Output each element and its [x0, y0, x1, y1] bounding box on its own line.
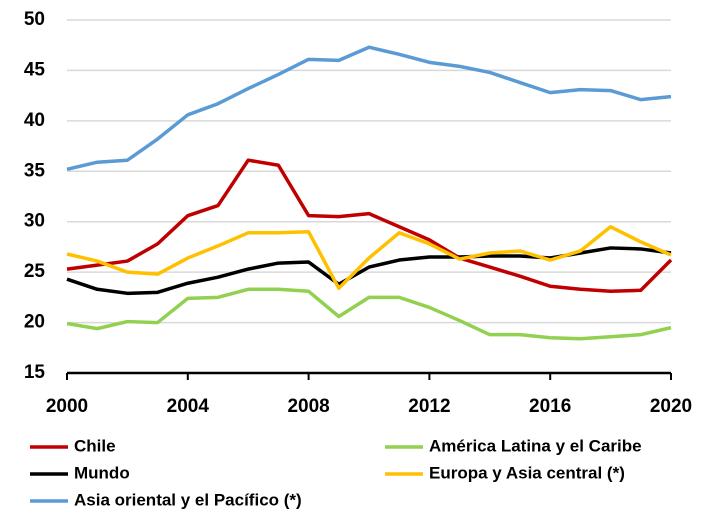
y-tick-label: 15: [24, 362, 46, 383]
series-line: [66, 287, 672, 341]
series-line: [66, 246, 672, 296]
series-line: [66, 158, 673, 294]
x-tick-label: 2004: [167, 396, 210, 417]
x-tick-label: 2020: [650, 396, 692, 417]
series-line: [66, 225, 672, 291]
y-tick-label: 20: [24, 312, 45, 333]
legend-label: Chile: [74, 436, 116, 455]
x-tick-label: 2016: [529, 396, 571, 417]
y-tick-label: 35: [24, 160, 46, 181]
legend-label: Europa y Asia central (*): [429, 463, 625, 482]
legend-label: Asia oriental y el Pacífico (*): [74, 490, 302, 509]
y-tick-label: 25: [24, 261, 46, 282]
x-tick-label: 2008: [287, 396, 329, 417]
y-tick-label: 45: [24, 59, 46, 80]
legend-label: América Latina y el Caribe: [429, 436, 642, 455]
y-tick-label: 30: [24, 211, 45, 232]
legend-label: Mundo: [74, 463, 130, 482]
y-tick-label: 50: [24, 9, 45, 30]
x-tick-label: 2012: [408, 396, 450, 417]
series-line: [66, 45, 672, 171]
y-tick-label: 40: [24, 110, 45, 131]
x-tick-label: 2000: [46, 396, 88, 417]
